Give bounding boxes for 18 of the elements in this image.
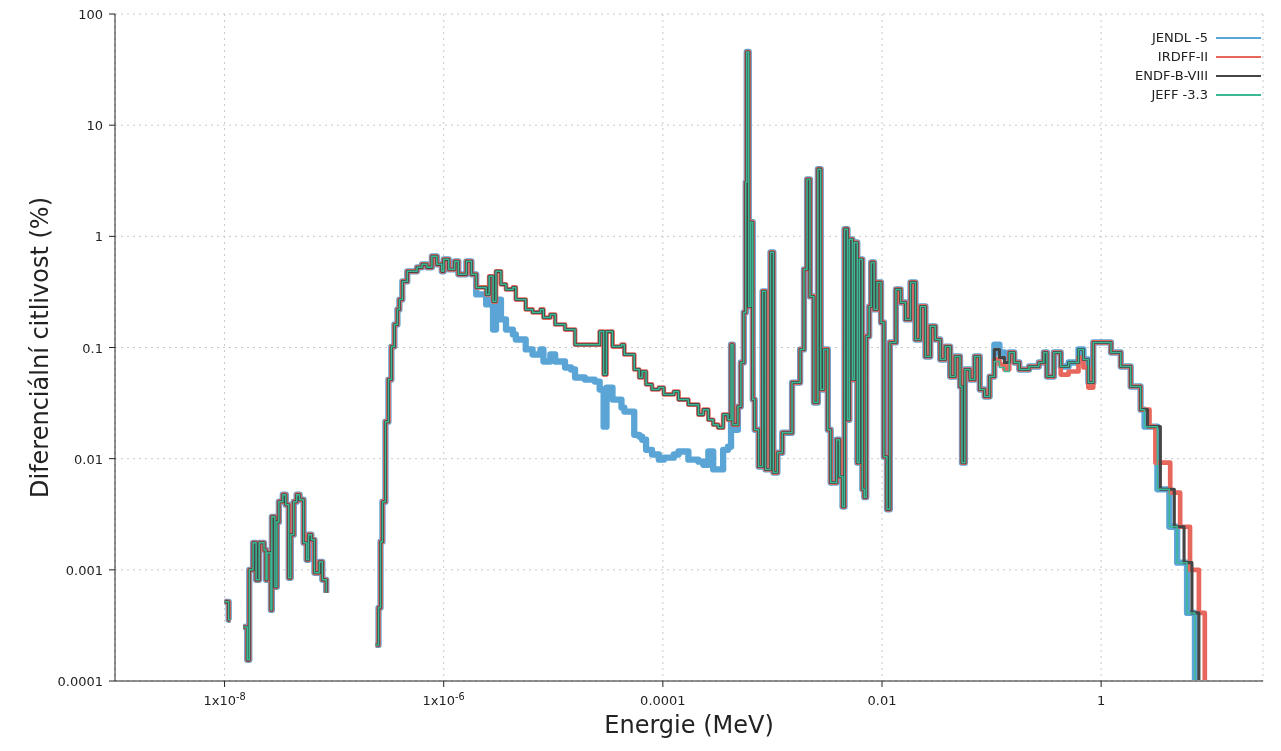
y-tick-label: 0.0001 bbox=[57, 674, 103, 689]
legend-label: JEFF -3.3 bbox=[1151, 86, 1208, 104]
y-tick-label: 0.1 bbox=[82, 340, 103, 356]
legend-label: IRDFF-II bbox=[1157, 48, 1208, 66]
y-axis-title: Diferenciální citlivost (%) bbox=[25, 197, 54, 498]
y-tick-label: 0.001 bbox=[65, 562, 103, 578]
x-axis-title: Energie (MeV) bbox=[604, 711, 774, 739]
x-tick-label: 1 bbox=[1097, 693, 1106, 708]
y-tick-label: 10 bbox=[86, 118, 103, 134]
legend-label: ENDF-B-VIII bbox=[1135, 67, 1208, 85]
x-tick-label: 1x10$^{-6}$ bbox=[422, 690, 465, 708]
x-tick-label: 1x10$^{-8}$ bbox=[203, 690, 246, 708]
y-tick-label: 0.01 bbox=[74, 451, 103, 467]
legend-label: JENDL -5 bbox=[1151, 29, 1208, 47]
x-tick-label: 0.0001 bbox=[640, 693, 686, 708]
x-tick-label: 0.01 bbox=[867, 693, 897, 708]
y-tick-label: 1 bbox=[94, 229, 103, 245]
y-tick-label: 100 bbox=[78, 7, 103, 22]
